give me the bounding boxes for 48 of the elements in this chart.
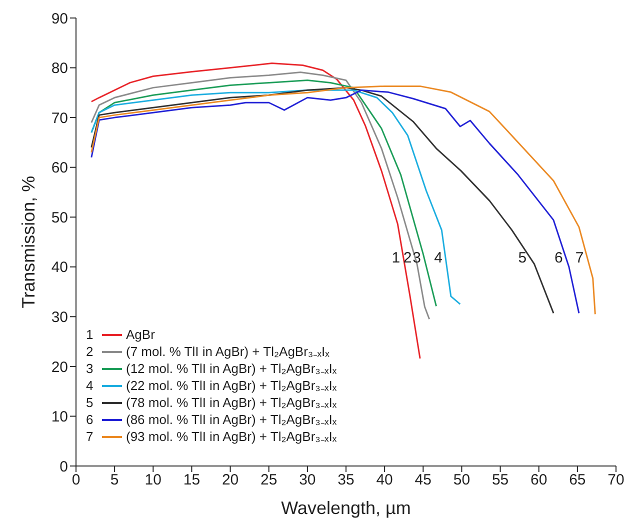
legend-label: (78 mol. % TlI in AgBr) + Tl₂AgBr₃₋ₓIₓ bbox=[126, 394, 337, 411]
text: 4 bbox=[86, 378, 94, 393]
x-tick-label: 65 bbox=[569, 472, 586, 489]
x-tick-label: 0 bbox=[72, 472, 80, 489]
legend-label: (7 mol. % TlI in AgBr) + Tl₂AgBr₃₋ₓIₓ bbox=[126, 343, 330, 360]
y-tick-label: 80 bbox=[51, 60, 68, 78]
legend-label: (22 mol. % TlI in AgBr) + Tl₂AgBr₃₋ₓIₓ bbox=[126, 377, 337, 394]
y-tick-label: 30 bbox=[51, 308, 68, 326]
annotation: 5 bbox=[518, 249, 527, 266]
x-tick-label: 70 bbox=[608, 472, 624, 489]
x-tick-label: 55 bbox=[492, 472, 509, 489]
annotation: 2 bbox=[403, 249, 412, 266]
x-tick-label: 15 bbox=[183, 472, 200, 489]
text: 1 bbox=[86, 327, 94, 342]
x-tick-label: 25 bbox=[260, 472, 278, 489]
annotation: 4 bbox=[434, 249, 443, 266]
y-axis-title: Transmission, % bbox=[18, 176, 38, 308]
x-axis-title: Wavelength, µm bbox=[281, 498, 411, 518]
text: 7 bbox=[86, 429, 94, 444]
text: 6 bbox=[86, 412, 94, 427]
y-tick-label: 70 bbox=[51, 110, 68, 127]
x-tick-label: 40 bbox=[376, 472, 393, 489]
legend-label: (12 mol. % TlI in AgBr) + Tl₂AgBr₃₋ₓIₓ bbox=[126, 360, 337, 377]
y-tick-label: 40 bbox=[51, 259, 68, 276]
annotation: 6 bbox=[554, 249, 563, 266]
x-tick-label: 20 bbox=[222, 472, 239, 489]
legend-label: (86 mol. % TlI in AgBr) + Tl₂AgBr₃₋ₓIₓ bbox=[126, 411, 337, 428]
y-tick-label: 20 bbox=[51, 358, 68, 376]
x-tick-label: 5 bbox=[110, 472, 119, 489]
y-tick-label: 10 bbox=[51, 408, 68, 426]
y-tick-label: 50 bbox=[51, 209, 68, 226]
y-tick-label: 60 bbox=[51, 160, 68, 177]
x-tick-label: 30 bbox=[299, 472, 316, 489]
x-tick-label: 10 bbox=[144, 472, 162, 489]
y-tick-label: 0 bbox=[60, 458, 68, 476]
x-tick-label: 45 bbox=[414, 472, 432, 489]
annotation: 1 bbox=[392, 249, 400, 266]
x-tick-label: 35 bbox=[338, 472, 354, 489]
y-tick-label: 90 bbox=[51, 10, 68, 28]
legend-label: (93 mol. % TlI in AgBr) + Tl₂AgBr₃₋ₓIₓ bbox=[126, 428, 337, 445]
text: 5 bbox=[86, 395, 94, 410]
text: 2 bbox=[86, 344, 94, 359]
x-tick-label: 50 bbox=[453, 472, 470, 489]
x-tick-label: 60 bbox=[530, 472, 548, 489]
annotation: 3 bbox=[412, 249, 421, 266]
annotation: 7 bbox=[575, 249, 584, 266]
text: 3 bbox=[86, 361, 94, 376]
legend-label: AgBr bbox=[126, 326, 155, 343]
